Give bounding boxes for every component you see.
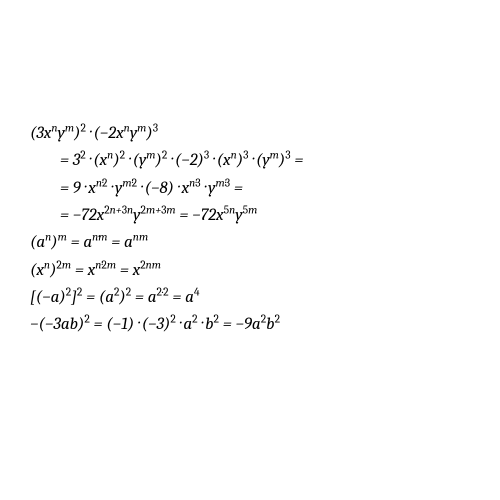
expr-line-3: = 9 · xn·2 · ym·2 · (−8) · xn·3 · ym·3 = [30, 176, 470, 202]
expr-line-6: (xn)2m = xn·2m = x2nm [30, 258, 470, 284]
expr-line-2: = 32 · (xn)2 · (ym)2 · (−2)3 · (xn)3 · (… [30, 148, 470, 174]
expr-line-1: (3xnym)2 · (−2xnym)3 [30, 121, 470, 147]
math-derivation: (3xnym)2 · (−2xnym)3 = 32 · (xn)2 · (ym)… [0, 0, 500, 339]
expr-line-8: −(−3ab)2 = (−1) · (−3)2 · a2 · b2 = −9a2… [30, 312, 470, 338]
expr-line-5: (an)m = an·m = anm [30, 230, 470, 256]
expr-line-4: = −72x2n+3ny2m+3m = −72x5ny5m [30, 203, 470, 229]
expr-line-7: [(−a)2]2 = (a2)2 = a2·2 = a4 [30, 285, 470, 311]
